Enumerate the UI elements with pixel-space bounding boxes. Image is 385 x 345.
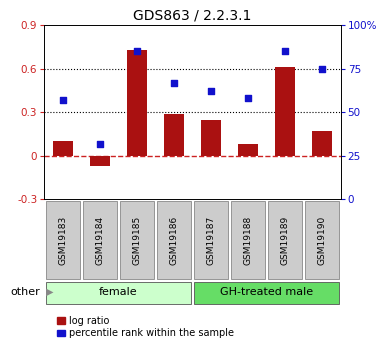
- Text: GSM19184: GSM19184: [95, 215, 104, 265]
- Bar: [46, 201, 80, 279]
- Bar: [194, 201, 228, 279]
- Bar: [201, 120, 221, 156]
- Text: GSM19190: GSM19190: [318, 215, 327, 265]
- Text: GH-treated male: GH-treated male: [220, 287, 313, 297]
- Bar: [90, 156, 110, 166]
- Text: female: female: [99, 287, 138, 297]
- Bar: [275, 67, 295, 156]
- Bar: [231, 201, 265, 279]
- Text: ▶: ▶: [46, 287, 54, 297]
- Point: [97, 141, 103, 146]
- Bar: [312, 131, 332, 156]
- Text: GSM19189: GSM19189: [281, 215, 290, 265]
- Point: [60, 97, 66, 103]
- Text: GSM19186: GSM19186: [169, 215, 179, 265]
- Text: GSM19183: GSM19183: [58, 215, 67, 265]
- Text: GSM19185: GSM19185: [132, 215, 141, 265]
- Point: [134, 49, 140, 54]
- Bar: [157, 201, 191, 279]
- Bar: [268, 201, 302, 279]
- Text: other: other: [11, 287, 40, 297]
- Bar: [46, 282, 191, 304]
- Bar: [238, 144, 258, 156]
- Bar: [305, 201, 339, 279]
- Text: GSM19188: GSM19188: [244, 215, 253, 265]
- Point: [245, 96, 251, 101]
- Bar: [53, 141, 73, 156]
- Text: GSM19187: GSM19187: [206, 215, 216, 265]
- Point: [319, 66, 325, 71]
- Bar: [194, 282, 339, 304]
- Point: [171, 80, 177, 86]
- Legend: log ratio, percentile rank within the sample: log ratio, percentile rank within the sa…: [57, 316, 234, 338]
- Bar: [127, 50, 147, 156]
- Bar: [83, 201, 117, 279]
- Title: GDS863 / 2.2.3.1: GDS863 / 2.2.3.1: [133, 9, 252, 23]
- Point: [282, 49, 288, 54]
- Bar: [120, 201, 154, 279]
- Bar: [164, 114, 184, 156]
- Point: [208, 89, 214, 94]
